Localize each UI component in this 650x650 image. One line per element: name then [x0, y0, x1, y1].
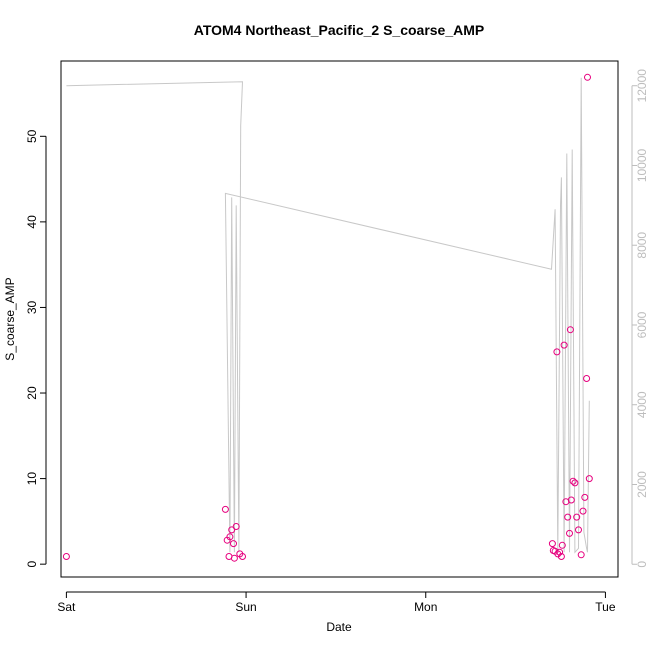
- y-tick-label: 30: [25, 300, 39, 314]
- data-point: [569, 477, 577, 485]
- series-line: [66, 77, 590, 554]
- y-tick-label: 10: [25, 472, 39, 486]
- right-axis-line-series: [66, 77, 590, 554]
- data-point: [556, 548, 564, 556]
- y2-tick-label: 2000: [635, 471, 649, 498]
- data-point: [232, 523, 240, 530]
- data-point: [228, 526, 236, 534]
- x-axis-title: Date: [326, 620, 352, 634]
- y2-tick-label: 10000: [635, 148, 649, 182]
- data-point: [221, 505, 229, 513]
- data-point: [560, 341, 568, 349]
- x-tick-label: Sun: [235, 600, 256, 614]
- data-point: [226, 533, 234, 541]
- data-point: [573, 513, 581, 521]
- y-tick-label: 40: [25, 215, 39, 229]
- data-point: [566, 326, 574, 334]
- scatter-points: [62, 73, 593, 562]
- data-point: [579, 507, 587, 515]
- data-point: [575, 526, 582, 534]
- y-axis-left: 0 10 20 30 40 50: [25, 129, 47, 568]
- data-point: [548, 540, 556, 548]
- data-point: [558, 541, 566, 549]
- data-point: [567, 496, 575, 504]
- data-point: [566, 529, 573, 537]
- data-point: [583, 375, 591, 382]
- data-point: [230, 554, 238, 562]
- x-tick-label: Mon: [414, 600, 437, 614]
- x-tick-label: Sat: [57, 600, 76, 614]
- y2-tick-label: 4000: [635, 391, 649, 418]
- data-point: [239, 553, 246, 560]
- data-point: [577, 551, 585, 559]
- data-point: [581, 493, 589, 501]
- data-point: [62, 553, 70, 560]
- data-point: [585, 475, 593, 483]
- y-tick-label: 50: [25, 129, 39, 143]
- y2-tick-label: 8000: [635, 232, 649, 259]
- y-tick-label: 0: [25, 561, 39, 568]
- x-axis: Sat Sun Mon Tue: [57, 591, 616, 614]
- x-tick-label: Tue: [595, 600, 616, 614]
- y-axis-right: 0 2000 4000 6000 8000 10000 12000: [631, 69, 649, 568]
- data-point: [230, 540, 237, 548]
- y2-tick-label: 6000: [635, 311, 649, 338]
- data-point: [553, 348, 561, 356]
- chart-title: ATOM4 Northeast_Pacific_2 S_coarse_AMP: [194, 22, 485, 38]
- data-point: [557, 553, 565, 560]
- data-point: [571, 479, 579, 487]
- y2-tick-label: 0: [635, 561, 649, 568]
- data-point: [584, 73, 591, 81]
- data-point: [564, 513, 572, 521]
- y2-tick-label: 12000: [635, 69, 649, 103]
- y-axis-title: S_coarse_AMP: [3, 277, 17, 360]
- y-tick-label: 20: [25, 386, 39, 400]
- plot-frame: [60, 60, 619, 578]
